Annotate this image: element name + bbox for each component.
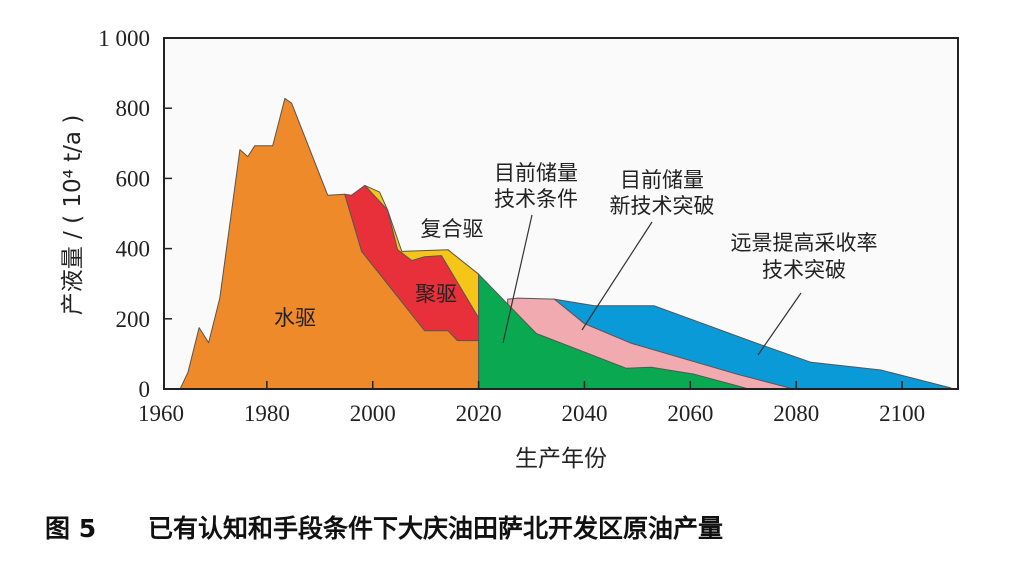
x-tick-label: 2080 xyxy=(773,401,819,426)
x-axis-label: 生产年份 xyxy=(515,446,607,472)
y-tick-label: 1 000 xyxy=(98,26,150,51)
label-eor-line2: 技术突破 xyxy=(762,258,846,282)
x-tick-label: 2000 xyxy=(350,401,396,426)
label-new-tech-line2: 新技术突破 xyxy=(610,194,715,218)
y-axis-label: 产液量 / ( 10⁴ t/a ) xyxy=(60,115,86,316)
label-water-drive: 水驱 xyxy=(274,306,316,330)
y-tick-label: 200 xyxy=(116,307,151,332)
x-tick-label: 2020 xyxy=(456,401,502,426)
leader-line-new-tech xyxy=(581,221,653,331)
y-tick-label: 0 xyxy=(139,377,151,402)
leader-line-eor xyxy=(757,292,802,356)
x-tick-label: 2040 xyxy=(561,401,607,426)
label-eor-line1: 远景提高采收率 xyxy=(731,231,878,255)
label-current-tech-line1: 目前储量 xyxy=(494,161,578,185)
leader-line-current-tech xyxy=(502,214,533,344)
label-current-tech-line2: 技术条件 xyxy=(494,187,578,211)
x-tick-label: 2060 xyxy=(667,401,713,426)
x-tick-label: 1980 xyxy=(244,401,290,426)
area-1 xyxy=(179,97,480,390)
y-tick-label: 400 xyxy=(116,237,151,262)
label-polymer-drive: 聚驱 xyxy=(415,282,457,306)
x-tick-label: 2100 xyxy=(879,401,925,426)
plot-frame xyxy=(163,37,959,390)
x-tick-label: 1960 xyxy=(138,401,184,426)
label-asp-drive: 复合驱 xyxy=(421,217,484,241)
y-tick-label: 800 xyxy=(116,96,151,121)
caption: 已有认知和手段条件下大庆油田萨北开发区原油产量 xyxy=(148,514,723,543)
caption-number: 图 5 xyxy=(45,514,96,543)
label-new-tech-line1: 目前储量 xyxy=(620,168,704,192)
y-tick-label: 600 xyxy=(116,166,151,191)
